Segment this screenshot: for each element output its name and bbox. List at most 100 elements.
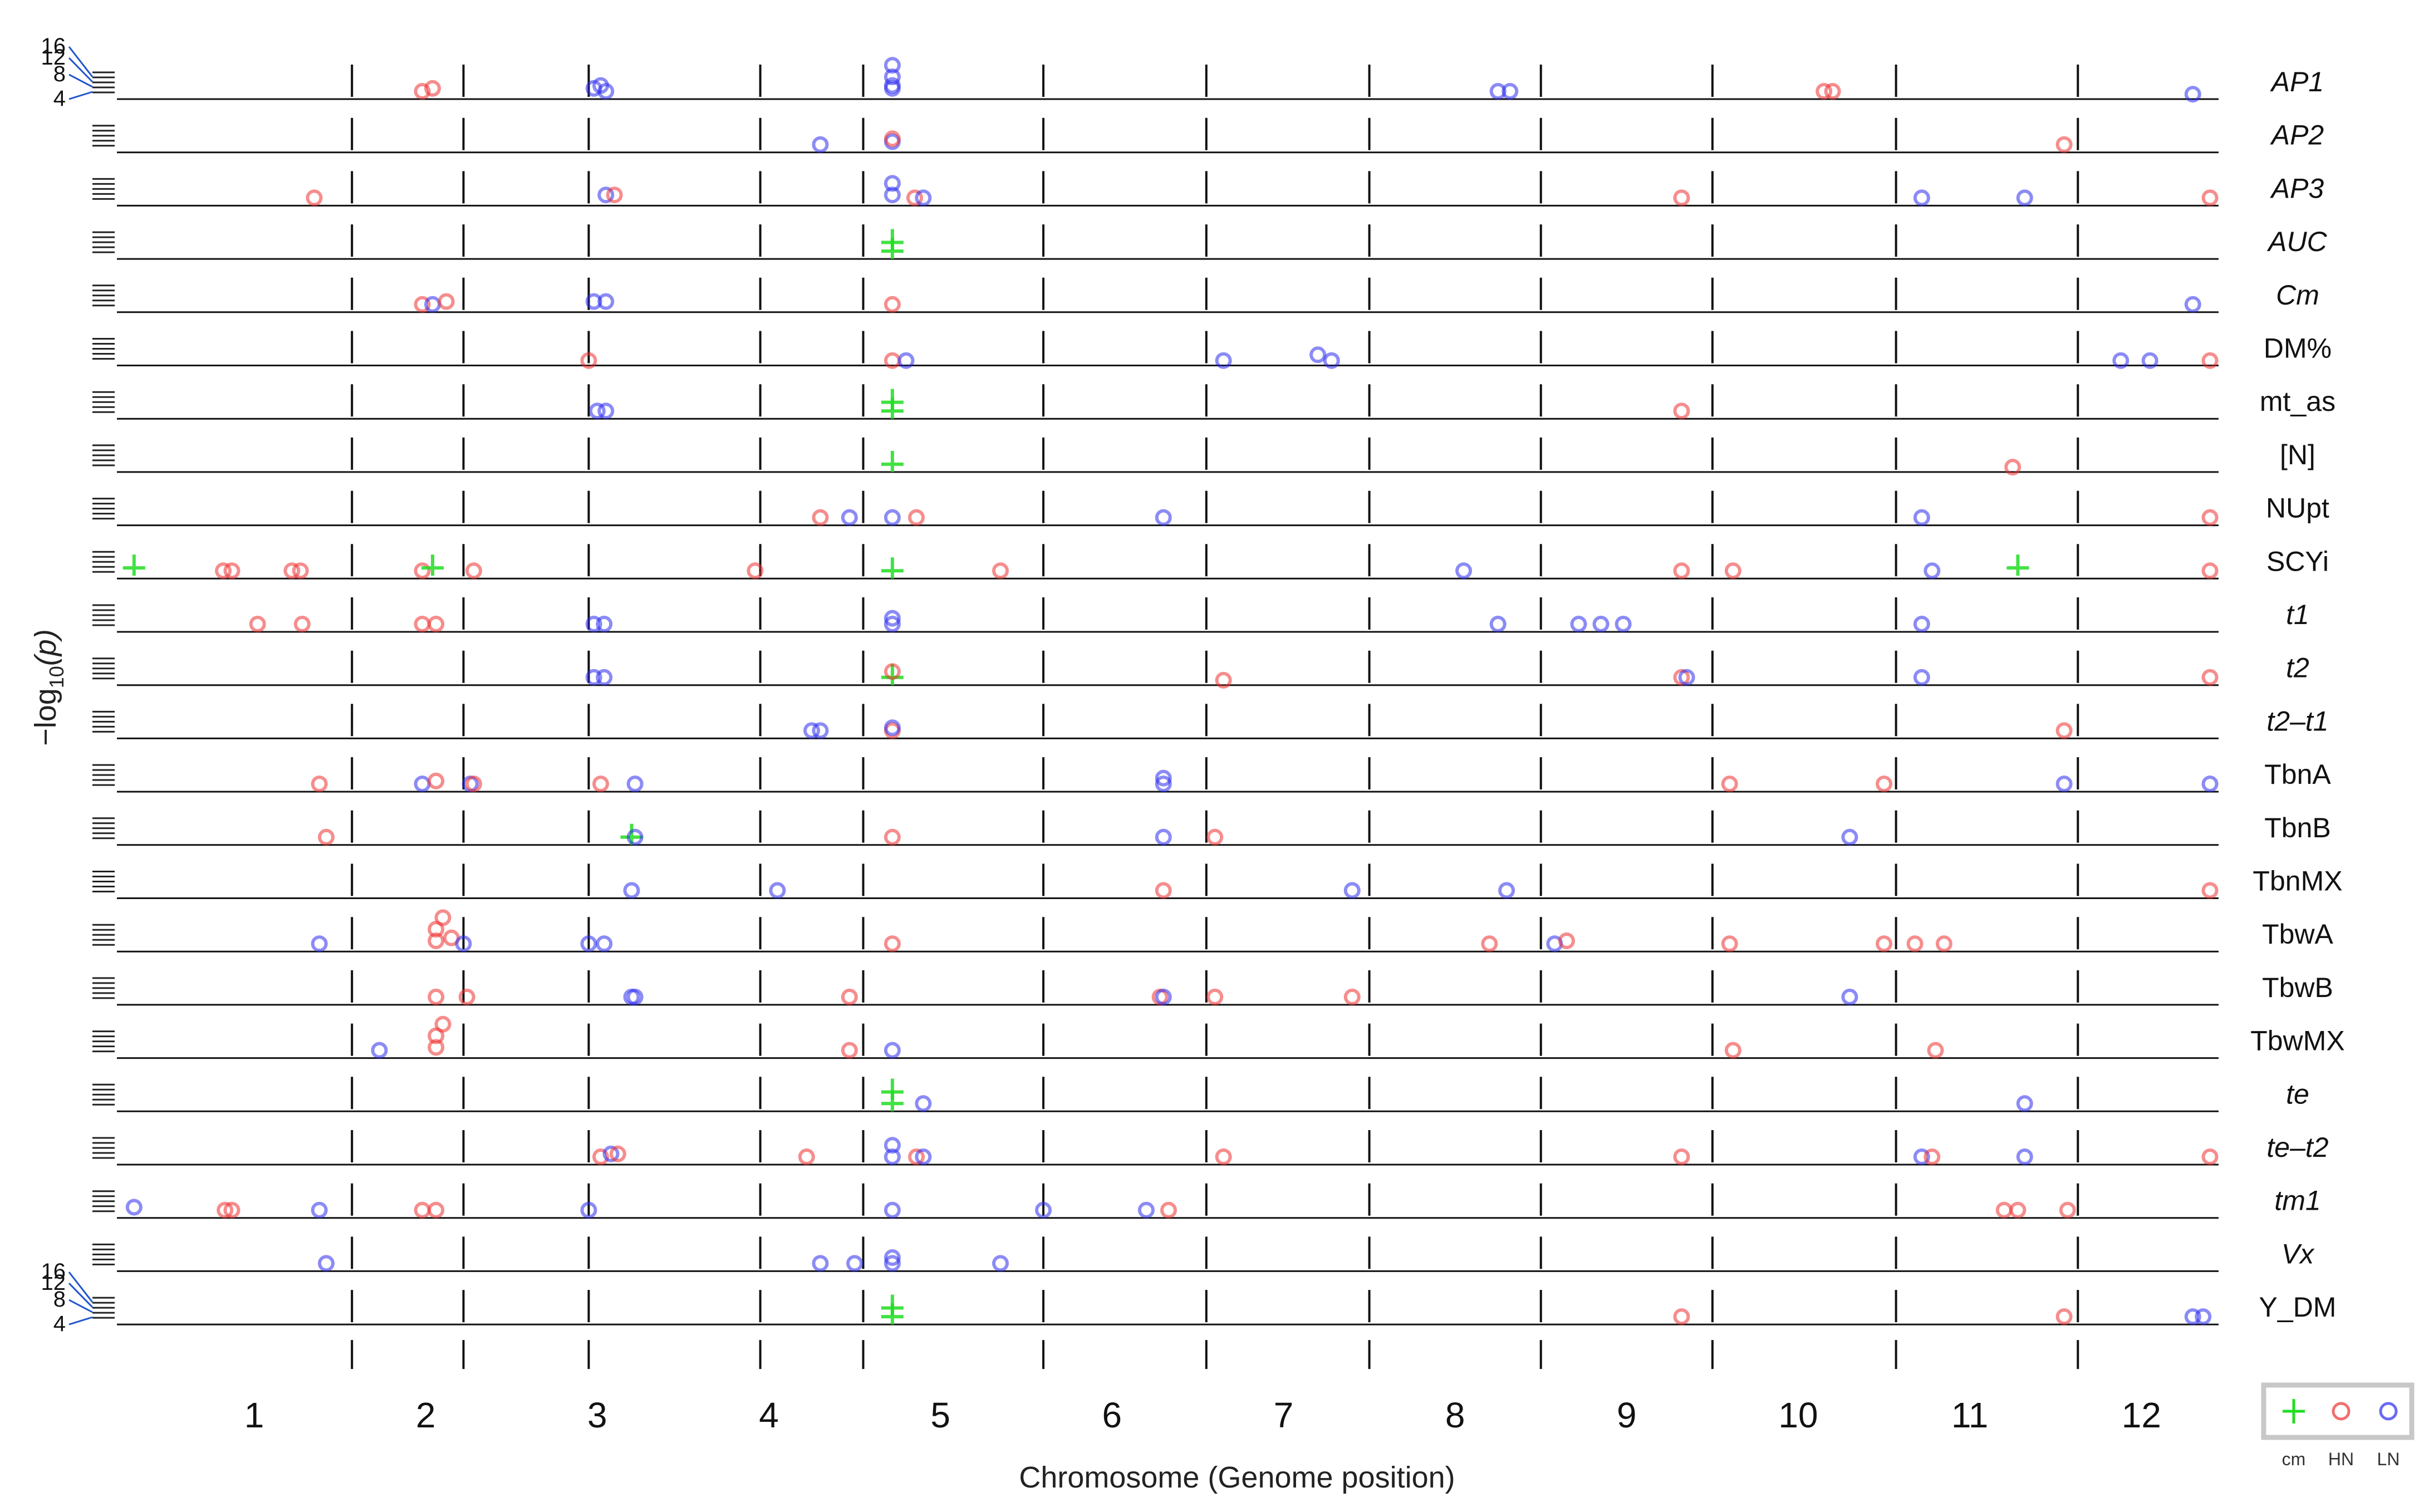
- y-scale-leader: [68, 73, 93, 88]
- LN-marker: [884, 509, 901, 526]
- HN-marker: [428, 988, 445, 1005]
- HN-marker: [414, 562, 431, 580]
- HN-marker: [884, 130, 901, 148]
- LN-marker: [626, 828, 644, 846]
- LN-marker: [897, 352, 915, 369]
- trait-panel: AP3: [92, 173, 2324, 207]
- LN-marker: [915, 1148, 932, 1165]
- HN-marker: [2009, 1201, 2026, 1219]
- HN-marker: [428, 1201, 445, 1219]
- HN-marker: [306, 189, 323, 207]
- HN-marker: [1935, 935, 1952, 953]
- y-scale-leader: [68, 1316, 93, 1326]
- trait-panels: AP1 AP2 AP3 AUC Cm DM% mt_as [N] NUpt SCYi t1 t2 t2–…: [92, 57, 2345, 1326]
- LN-marker: [1678, 669, 1695, 686]
- LN-marker: [588, 402, 606, 420]
- HN-marker: [249, 616, 266, 632]
- LN-marker: [585, 669, 602, 686]
- LN-marker: [2184, 86, 2201, 103]
- LN-marker: [597, 402, 615, 420]
- LN-marker: [455, 935, 472, 953]
- LN-marker: [915, 189, 932, 207]
- LN-marker: [414, 775, 431, 793]
- HN-marker: [580, 352, 597, 369]
- trait-panel: TbnMX: [92, 866, 2343, 899]
- HN-marker: [428, 1039, 445, 1056]
- HN-marker: [908, 1148, 925, 1165]
- LN-marker: [1498, 882, 1515, 899]
- HN-marker: [2201, 189, 2219, 207]
- trait-label: TbnB: [2264, 812, 2331, 843]
- HN-marker: [1673, 1148, 1690, 1165]
- HN-marker: [1721, 775, 1738, 793]
- trait-label: Cm: [2276, 279, 2319, 311]
- HN-marker: [317, 828, 335, 846]
- HN-marker: [1673, 402, 1690, 420]
- HN-marker: [292, 562, 309, 580]
- trait-label: TbwA: [2262, 919, 2333, 950]
- HN-marker: [414, 83, 431, 100]
- HN-marker: [1155, 882, 1172, 899]
- HN-marker: [2055, 1308, 2073, 1326]
- LN-marker: [884, 719, 901, 737]
- HN-marker: [428, 616, 445, 632]
- HN-marker: [414, 616, 431, 632]
- trait-label: te: [2286, 1078, 2309, 1110]
- trait-panel: AP2: [92, 120, 2324, 154]
- LN-marker: [626, 775, 644, 793]
- y-scale-leader: [68, 91, 93, 100]
- HN-marker: [992, 562, 1009, 580]
- HN-marker: [2059, 1201, 2076, 1219]
- LN-marker: [2184, 1308, 2201, 1326]
- y-scale-label: 12: [41, 45, 66, 70]
- trait-panel: [N]: [92, 439, 2315, 476]
- LN-marker: [1155, 775, 1172, 793]
- trait-label: t1: [2286, 599, 2309, 630]
- HN-marker: [458, 988, 475, 1005]
- HN-marker: [841, 1042, 858, 1059]
- LN-marker: [1913, 669, 1930, 686]
- HN-marker: [2201, 509, 2219, 526]
- LN-marker: [1924, 562, 1941, 580]
- LN-marker: [371, 1042, 388, 1059]
- LN-marker: [1570, 616, 1587, 632]
- LN-marker: [596, 935, 613, 953]
- cm-marker: [122, 554, 145, 576]
- LN-marker: [884, 57, 901, 74]
- HN-marker: [884, 296, 901, 313]
- trait-panel: TbnB: [92, 812, 2331, 846]
- y-scale-leader: [68, 57, 94, 83]
- HN-marker: [812, 509, 829, 526]
- HN-marker: [428, 921, 445, 938]
- LN-marker: [812, 136, 829, 153]
- LN-marker: [884, 1201, 901, 1219]
- LN-marker: [125, 1199, 143, 1216]
- LN-marker: [1615, 616, 1632, 632]
- HN-marker: [609, 1145, 626, 1162]
- chromosome-tick-label: 8: [1445, 1395, 1465, 1435]
- HN-marker: [465, 562, 482, 580]
- cm-marker: [881, 389, 904, 410]
- trait-label: TbwB: [2262, 972, 2333, 1003]
- trait-label: AUC: [2266, 226, 2327, 257]
- trait-label: t2–t1: [2266, 705, 2328, 737]
- LN-marker: [884, 1249, 901, 1266]
- trait-panel: AUC: [92, 226, 2328, 260]
- chromosome-tick-label: 11: [1951, 1395, 1988, 1435]
- LN-marker: [626, 988, 644, 1005]
- LN-marker: [2195, 1308, 2212, 1326]
- HN-marker: [428, 772, 445, 789]
- LN-marker: [841, 509, 858, 526]
- trait-label: SCYi: [2266, 546, 2329, 577]
- HN-marker: [2201, 669, 2219, 686]
- HN-marker: [1206, 828, 1224, 846]
- HN-marker: [2055, 136, 2073, 153]
- HN-marker: [434, 909, 452, 926]
- LN-marker: [1489, 616, 1507, 632]
- HN-marker: [414, 1201, 431, 1219]
- y-scale-label: 8: [53, 1287, 66, 1312]
- HN-marker: [1558, 932, 1575, 949]
- y-scale-label: 16: [41, 34, 66, 58]
- HN-marker: [2201, 882, 2219, 899]
- LN-marker: [915, 1095, 932, 1112]
